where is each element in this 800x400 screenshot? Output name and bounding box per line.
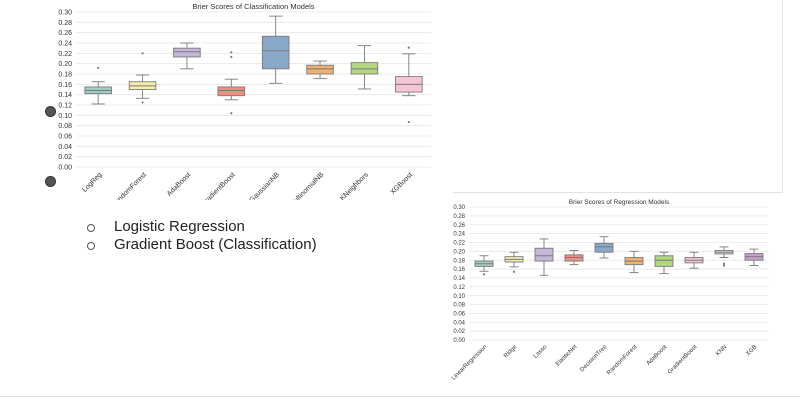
outlier-point	[722, 264, 726, 267]
y-tick-label: 0.26	[58, 30, 72, 37]
x-tick-label: RandomForest	[606, 344, 639, 377]
slide-bullet-marker	[45, 106, 56, 117]
box-GradientBoost	[217, 86, 246, 97]
y-tick-label: 0.30	[58, 9, 72, 16]
x-tick-label: GaussianNB	[248, 171, 281, 200]
outlier-point	[407, 46, 410, 49]
regression-chart: Brier Scores of Regression Models 0.00 0.0…	[425, 195, 795, 400]
slide-bullet-marker	[45, 176, 56, 187]
x-tick-label: Lasso	[533, 344, 549, 360]
slide-bottom-edge	[0, 396, 800, 397]
y-tick-label: 0.16	[453, 267, 465, 273]
box-AdaBoost	[173, 47, 201, 58]
outlier-point	[230, 55, 233, 59]
y-tick-label: 0.04	[453, 320, 465, 326]
classification-chart-svg: Brier Scores of Classification Models 0.0…	[58, 2, 431, 200]
classification-chart: Brier Scores of Classification Models 0.0…	[0, 0, 450, 200]
y-tick-label: 0.16	[58, 82, 72, 89]
bullet-logistic-regression: Logistic Regression	[114, 218, 245, 235]
y-tick-label: 0.02	[453, 329, 465, 335]
y-tick-label: 0.02	[58, 154, 72, 161]
x-tick-label: AdaBoost	[166, 171, 192, 197]
y-tick-label: 0.24	[453, 232, 465, 238]
y-tick-label: 0.08	[58, 123, 72, 130]
regression-chart-svg: Brier Scores of Regression Models 0.00 0.0…	[451, 199, 769, 382]
y-tick-label: 0.22	[58, 51, 72, 58]
y-tick-label: 0.12	[58, 102, 72, 109]
outlier-point	[97, 66, 100, 69]
bullet-ring-icon	[87, 242, 95, 250]
y-tick-label: 0.20	[453, 249, 465, 255]
y-tick-label: 0.26	[453, 223, 465, 229]
slide-right-edge	[782, 0, 783, 192]
y-tick-label: 0.18	[453, 258, 465, 264]
x-tick-label: XGBoost	[389, 171, 414, 196]
chart-title: Brier Scores of Regression Models	[569, 199, 670, 206]
box-MultinomialNB	[306, 64, 334, 75]
y-tick-label: 0.06	[58, 133, 72, 140]
outlier-point	[230, 51, 233, 54]
x-tick-label: GradientBoost	[200, 171, 237, 200]
x-tick-label: DecisionTree	[579, 344, 609, 374]
outlier-point	[141, 52, 144, 55]
x-tick-label: KNeighbors	[339, 171, 370, 200]
x-tick-label: MultinomialNB	[289, 171, 326, 200]
x-tick-label: KNN	[715, 344, 728, 357]
y-tick-label: 0.30	[453, 205, 465, 211]
y-tick-label: 0.20	[58, 61, 72, 68]
y-tick-label: 0.24	[58, 40, 72, 47]
y-tick-label: 0.08	[453, 303, 465, 309]
box-AdaBoost	[654, 255, 674, 267]
y-tick-label: 0.10	[453, 294, 465, 300]
x-tick-label: LogReg	[81, 171, 103, 193]
box-KNeighbors	[350, 62, 379, 75]
outlier-point	[722, 262, 726, 265]
outlier-point	[230, 112, 233, 115]
chart-title: Brier Scores of Classification Models	[192, 2, 314, 11]
y-tick-label: 0.14	[453, 276, 465, 282]
x-tick-label: ElasticNet	[555, 344, 579, 368]
bullet-gradient-boost: Gradient Boost (Classification)	[114, 236, 317, 253]
y-tick-label: 0.12	[453, 285, 465, 291]
chart-separator	[453, 192, 783, 193]
outlier-point	[407, 120, 410, 124]
y-tick-label: 0.04	[58, 144, 72, 151]
y-tick-label: 0.00	[453, 338, 465, 344]
box-GaussianNB	[261, 35, 290, 70]
x-tick-label: GradientBoost	[667, 344, 699, 376]
x-tick-label: XGB	[745, 344, 758, 357]
y-tick-label: 0.18	[58, 71, 72, 78]
y-tick-label: 0.06	[453, 312, 465, 318]
box-DecisionTree	[594, 242, 614, 253]
y-tick-label: 0.00	[58, 164, 72, 171]
x-tick-label: Ridge	[503, 344, 519, 360]
bullet-ring-icon	[87, 224, 95, 232]
y-tick-label: 0.10	[58, 113, 72, 120]
outlier-point	[141, 101, 144, 104]
y-tick-label: 0.22	[453, 241, 465, 247]
y-tick-label: 0.14	[58, 92, 72, 99]
outlier-point	[512, 270, 516, 273]
x-tick-label: AdaBoost	[646, 344, 669, 367]
x-tick-label: LinearRegression	[451, 344, 488, 381]
y-tick-label: 0.28	[58, 20, 72, 27]
y-tick-label: 0.28	[453, 214, 465, 220]
x-tick-label: RandomForest	[110, 171, 148, 200]
outlier-point	[482, 273, 486, 276]
box-Lasso	[534, 247, 554, 262]
